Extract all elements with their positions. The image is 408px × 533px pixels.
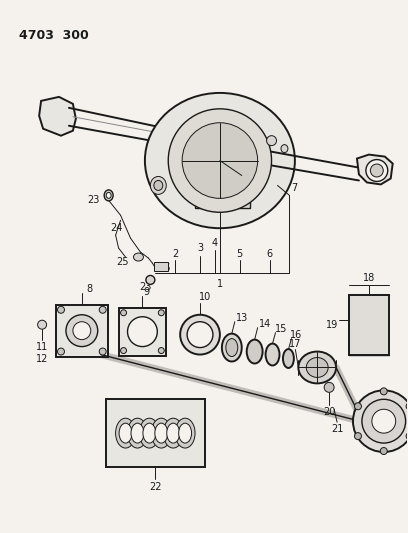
Text: 1: 1 xyxy=(217,279,223,289)
Text: 22: 22 xyxy=(149,482,162,492)
Ellipse shape xyxy=(298,352,336,383)
Text: 18: 18 xyxy=(363,273,375,283)
Ellipse shape xyxy=(140,418,159,448)
Text: 20: 20 xyxy=(323,407,335,417)
Ellipse shape xyxy=(121,348,126,353)
Text: 17: 17 xyxy=(289,338,302,349)
Ellipse shape xyxy=(226,338,238,357)
Ellipse shape xyxy=(266,136,277,146)
Ellipse shape xyxy=(158,310,164,316)
Text: 6: 6 xyxy=(266,249,273,259)
Ellipse shape xyxy=(182,123,257,198)
Ellipse shape xyxy=(163,418,183,448)
Ellipse shape xyxy=(99,306,106,313)
Text: 2: 2 xyxy=(172,249,178,259)
Ellipse shape xyxy=(353,390,408,452)
Ellipse shape xyxy=(306,358,328,377)
Ellipse shape xyxy=(355,403,361,410)
Ellipse shape xyxy=(355,433,361,440)
Text: 24: 24 xyxy=(111,223,123,233)
Ellipse shape xyxy=(58,306,64,313)
Text: 4703  300: 4703 300 xyxy=(19,29,89,42)
Ellipse shape xyxy=(175,418,195,448)
Bar xyxy=(56,305,108,357)
Text: 23: 23 xyxy=(88,196,100,205)
Ellipse shape xyxy=(180,315,220,354)
Ellipse shape xyxy=(151,176,166,195)
Ellipse shape xyxy=(146,276,155,285)
Text: 19: 19 xyxy=(326,320,338,330)
Bar xyxy=(195,119,250,208)
Bar xyxy=(154,262,168,271)
Text: 15: 15 xyxy=(275,324,288,334)
Polygon shape xyxy=(357,155,393,184)
Text: 14: 14 xyxy=(258,319,271,329)
Text: 4: 4 xyxy=(212,238,218,248)
Ellipse shape xyxy=(133,253,144,261)
Ellipse shape xyxy=(58,348,64,355)
Text: 8: 8 xyxy=(87,284,93,294)
Text: 3: 3 xyxy=(197,243,203,253)
Ellipse shape xyxy=(266,344,279,366)
Text: 11: 11 xyxy=(36,342,48,352)
Ellipse shape xyxy=(247,340,263,364)
Ellipse shape xyxy=(281,144,288,152)
Ellipse shape xyxy=(154,181,163,190)
Ellipse shape xyxy=(380,388,387,395)
Ellipse shape xyxy=(104,190,113,201)
Ellipse shape xyxy=(222,334,242,361)
Ellipse shape xyxy=(151,418,171,448)
Bar xyxy=(349,295,389,354)
Ellipse shape xyxy=(143,423,156,443)
Ellipse shape xyxy=(158,348,164,353)
Text: 13: 13 xyxy=(235,313,248,323)
Ellipse shape xyxy=(370,164,383,177)
Ellipse shape xyxy=(73,322,91,340)
Ellipse shape xyxy=(406,403,408,410)
Ellipse shape xyxy=(372,409,396,433)
Text: 9: 9 xyxy=(143,287,149,297)
Ellipse shape xyxy=(106,192,111,198)
Ellipse shape xyxy=(380,448,387,455)
Text: 16: 16 xyxy=(290,329,302,340)
Ellipse shape xyxy=(406,433,408,440)
Ellipse shape xyxy=(167,423,180,443)
Ellipse shape xyxy=(66,315,98,346)
Ellipse shape xyxy=(145,93,295,228)
Ellipse shape xyxy=(128,317,157,346)
Polygon shape xyxy=(39,97,76,136)
Ellipse shape xyxy=(128,418,147,448)
Text: 23: 23 xyxy=(139,282,152,292)
Text: 12: 12 xyxy=(36,353,48,364)
Ellipse shape xyxy=(155,423,168,443)
Text: 21: 21 xyxy=(331,424,343,434)
Ellipse shape xyxy=(366,159,388,181)
Bar xyxy=(119,308,166,356)
Ellipse shape xyxy=(99,348,106,355)
Bar xyxy=(106,399,205,467)
Ellipse shape xyxy=(119,423,132,443)
Ellipse shape xyxy=(362,399,406,443)
Text: 26: 26 xyxy=(158,263,171,273)
Ellipse shape xyxy=(131,423,144,443)
Ellipse shape xyxy=(121,310,126,316)
Text: 10: 10 xyxy=(199,292,211,302)
Text: 7: 7 xyxy=(291,183,297,193)
Ellipse shape xyxy=(38,320,47,329)
Ellipse shape xyxy=(187,322,213,348)
Ellipse shape xyxy=(179,423,192,443)
Text: 5: 5 xyxy=(237,249,243,259)
Ellipse shape xyxy=(115,418,135,448)
Ellipse shape xyxy=(324,382,334,392)
Text: 25: 25 xyxy=(116,257,129,267)
Ellipse shape xyxy=(283,349,294,368)
Ellipse shape xyxy=(168,109,272,212)
